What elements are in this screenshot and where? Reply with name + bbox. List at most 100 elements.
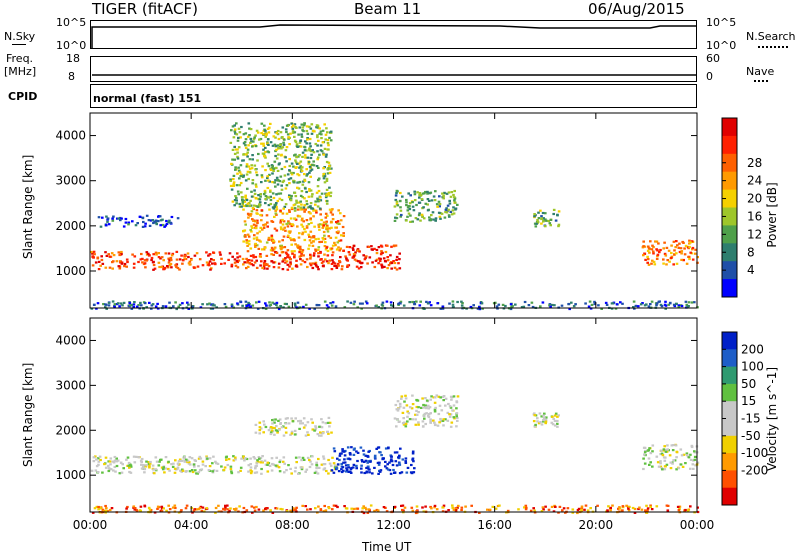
data-cell-power bbox=[436, 205, 439, 208]
data-cell-power bbox=[176, 217, 180, 220]
data-cell-power bbox=[211, 262, 214, 265]
data-cell-power bbox=[678, 250, 682, 254]
data-cell-velocity bbox=[177, 460, 181, 463]
data-cell-power bbox=[317, 304, 321, 307]
data-cell-velocity bbox=[201, 463, 205, 466]
data-cell-velocity bbox=[174, 459, 177, 462]
data-cell-power bbox=[255, 171, 258, 174]
data-cell-power bbox=[111, 267, 114, 270]
data-cell-power bbox=[305, 225, 309, 228]
data-cell-velocity bbox=[247, 470, 250, 473]
data-cell-power bbox=[306, 137, 309, 140]
data-cell-power bbox=[677, 246, 681, 249]
x-tick-label: 16:00 bbox=[477, 518, 512, 532]
data-cell-power bbox=[134, 224, 138, 227]
power-colorbar-segment bbox=[722, 118, 737, 137]
data-cell-power bbox=[267, 238, 271, 241]
data-cell-velocity bbox=[264, 463, 268, 466]
nsearch-tick-bottom: 10^0 bbox=[706, 39, 737, 52]
data-cell-power bbox=[312, 160, 315, 163]
data-cell-power bbox=[277, 146, 280, 150]
data-cell-power bbox=[268, 208, 271, 211]
data-cell-velocity bbox=[433, 504, 437, 507]
data-cell-power bbox=[247, 177, 250, 181]
data-cell-power bbox=[301, 225, 305, 228]
data-cell-power bbox=[259, 195, 262, 198]
data-cell-power bbox=[246, 155, 249, 158]
data-cell-power bbox=[153, 220, 156, 223]
data-cell-power bbox=[272, 266, 276, 269]
data-cell-velocity bbox=[279, 507, 282, 511]
data-cell-power bbox=[302, 130, 305, 133]
data-cell-power bbox=[534, 225, 538, 228]
data-cell-power bbox=[244, 138, 248, 141]
data-cell-velocity bbox=[179, 459, 183, 462]
data-cell-power bbox=[320, 218, 323, 222]
data-cell-velocity bbox=[140, 460, 143, 464]
data-cell-power bbox=[438, 205, 441, 208]
data-cell-power bbox=[117, 265, 121, 268]
data-cell-power bbox=[290, 171, 293, 174]
data-cell-velocity bbox=[145, 460, 148, 463]
data-cell-velocity bbox=[400, 504, 403, 507]
data-cell-power bbox=[687, 255, 691, 258]
data-cell-velocity bbox=[541, 506, 545, 509]
data-cell-power bbox=[642, 240, 645, 243]
data-cell-power bbox=[298, 154, 301, 157]
data-cell-velocity bbox=[275, 456, 278, 459]
data-cell-power bbox=[675, 262, 679, 265]
data-cell-velocity bbox=[367, 450, 370, 453]
data-cell-power bbox=[157, 261, 161, 264]
data-cell-power bbox=[333, 241, 336, 244]
data-cell-power bbox=[285, 260, 289, 263]
data-cell-power bbox=[294, 126, 297, 129]
data-cell-power bbox=[675, 252, 678, 255]
data-cell-power bbox=[312, 235, 316, 238]
data-cell-velocity bbox=[306, 456, 310, 459]
data-cell-power bbox=[326, 249, 330, 253]
data-cell-power bbox=[311, 266, 315, 270]
data-cell-power bbox=[244, 144, 247, 147]
data-cell-velocity bbox=[348, 452, 352, 455]
data-cell-power bbox=[244, 196, 247, 199]
data-cell-power bbox=[263, 260, 267, 263]
data-cell-power bbox=[180, 254, 183, 257]
data-cell-power bbox=[264, 129, 267, 132]
x-tick-label: 00:00 bbox=[73, 518, 108, 532]
data-cell-power bbox=[317, 248, 320, 251]
data-cell-power bbox=[319, 213, 322, 216]
data-cell-power bbox=[437, 200, 441, 203]
data-cell-power bbox=[132, 262, 136, 265]
data-cell-power bbox=[328, 171, 332, 174]
data-cell-velocity bbox=[114, 470, 117, 473]
data-cell-power bbox=[119, 302, 123, 305]
data-cell-power bbox=[294, 159, 297, 162]
data-cell-power bbox=[262, 226, 266, 229]
data-cell-velocity bbox=[318, 425, 321, 428]
data-cell-velocity bbox=[447, 402, 450, 406]
data-cell-power bbox=[333, 264, 336, 268]
data-cell-power bbox=[600, 307, 603, 310]
colorbar-tick-label: 15 bbox=[741, 394, 756, 408]
data-cell-power bbox=[283, 138, 286, 141]
data-cell-power bbox=[244, 300, 248, 303]
data-cell-power bbox=[290, 206, 294, 209]
data-cell-power bbox=[285, 302, 288, 306]
data-cell-power bbox=[436, 302, 439, 305]
data-cell-power bbox=[247, 216, 250, 219]
data-cell-power bbox=[423, 192, 426, 195]
data-cell-power bbox=[243, 261, 246, 264]
data-cell-power bbox=[425, 300, 428, 303]
data-cell-power bbox=[132, 306, 135, 309]
data-cell-power bbox=[426, 190, 429, 193]
data-cell-power bbox=[229, 141, 233, 144]
data-cell-velocity bbox=[148, 462, 152, 465]
data-cell-power bbox=[284, 203, 288, 206]
data-cell-velocity bbox=[649, 452, 653, 455]
data-cell-velocity bbox=[649, 504, 652, 507]
data-cell-power bbox=[293, 209, 297, 212]
data-cell-power bbox=[313, 307, 316, 310]
data-cell-power bbox=[419, 194, 423, 197]
data-cell-power bbox=[283, 302, 287, 305]
data-cell-velocity bbox=[404, 394, 407, 397]
